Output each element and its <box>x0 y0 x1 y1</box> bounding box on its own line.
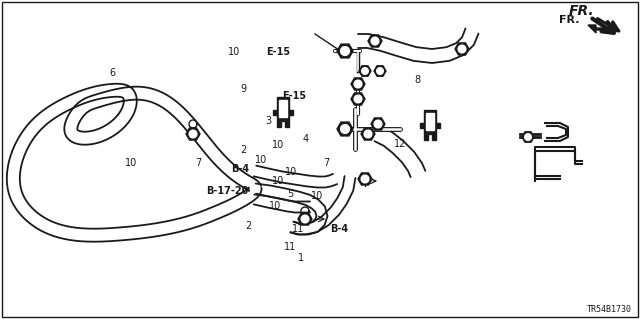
Polygon shape <box>285 121 289 127</box>
Polygon shape <box>280 100 287 117</box>
Polygon shape <box>588 25 608 33</box>
Text: 6: 6 <box>109 68 115 78</box>
Polygon shape <box>424 110 436 134</box>
Polygon shape <box>277 97 289 121</box>
Text: B-4: B-4 <box>231 164 249 174</box>
Text: B-4: B-4 <box>330 224 348 234</box>
Text: 11: 11 <box>291 224 304 234</box>
Polygon shape <box>301 215 309 223</box>
Text: 10: 10 <box>255 155 268 165</box>
Polygon shape <box>298 213 312 225</box>
Text: 10: 10 <box>272 140 285 150</box>
Polygon shape <box>273 110 292 115</box>
Polygon shape <box>377 68 383 74</box>
Polygon shape <box>351 78 365 90</box>
Polygon shape <box>371 118 385 130</box>
Text: 9: 9 <box>240 84 246 94</box>
Text: 10: 10 <box>269 201 282 211</box>
Polygon shape <box>362 68 368 74</box>
Text: 7: 7 <box>195 158 202 168</box>
Polygon shape <box>368 35 382 47</box>
Text: FR.: FR. <box>559 15 579 25</box>
Polygon shape <box>525 134 531 140</box>
Polygon shape <box>424 134 428 140</box>
Text: 8: 8 <box>414 75 420 85</box>
Text: 7: 7 <box>323 158 330 168</box>
Polygon shape <box>522 132 534 142</box>
Polygon shape <box>351 93 365 105</box>
Polygon shape <box>420 123 440 128</box>
Polygon shape <box>189 130 197 138</box>
Polygon shape <box>374 66 386 76</box>
Text: B-17-20: B-17-20 <box>206 186 248 196</box>
Polygon shape <box>337 44 353 58</box>
Polygon shape <box>359 66 371 76</box>
Text: 11: 11 <box>284 242 296 252</box>
Polygon shape <box>374 120 382 128</box>
Text: 12: 12 <box>394 139 406 149</box>
Polygon shape <box>458 45 466 53</box>
Text: 2: 2 <box>240 145 246 155</box>
Text: 3: 3 <box>266 116 272 126</box>
Polygon shape <box>340 47 349 56</box>
Polygon shape <box>186 128 200 140</box>
Polygon shape <box>340 125 349 133</box>
Text: 10: 10 <box>285 167 298 177</box>
Polygon shape <box>337 122 353 136</box>
Text: 10: 10 <box>310 191 323 201</box>
Text: 10: 10 <box>125 158 138 168</box>
Text: 10: 10 <box>272 176 285 186</box>
Text: 5: 5 <box>287 189 293 199</box>
Polygon shape <box>277 121 280 127</box>
Polygon shape <box>354 95 362 103</box>
Polygon shape <box>354 80 362 88</box>
Text: E-15: E-15 <box>266 47 291 57</box>
Polygon shape <box>433 134 436 140</box>
Text: 2: 2 <box>245 221 252 231</box>
Polygon shape <box>426 113 434 130</box>
Text: 1: 1 <box>298 253 304 263</box>
Polygon shape <box>364 130 372 138</box>
Text: 10: 10 <box>227 47 240 57</box>
Text: E-15: E-15 <box>282 91 307 101</box>
Polygon shape <box>455 43 469 55</box>
Text: TR54B1730: TR54B1730 <box>587 305 632 314</box>
Polygon shape <box>371 37 379 45</box>
Text: FR.: FR. <box>569 4 595 18</box>
Polygon shape <box>361 128 375 140</box>
Text: 4: 4 <box>303 134 309 144</box>
Polygon shape <box>358 173 372 185</box>
Polygon shape <box>361 175 369 183</box>
